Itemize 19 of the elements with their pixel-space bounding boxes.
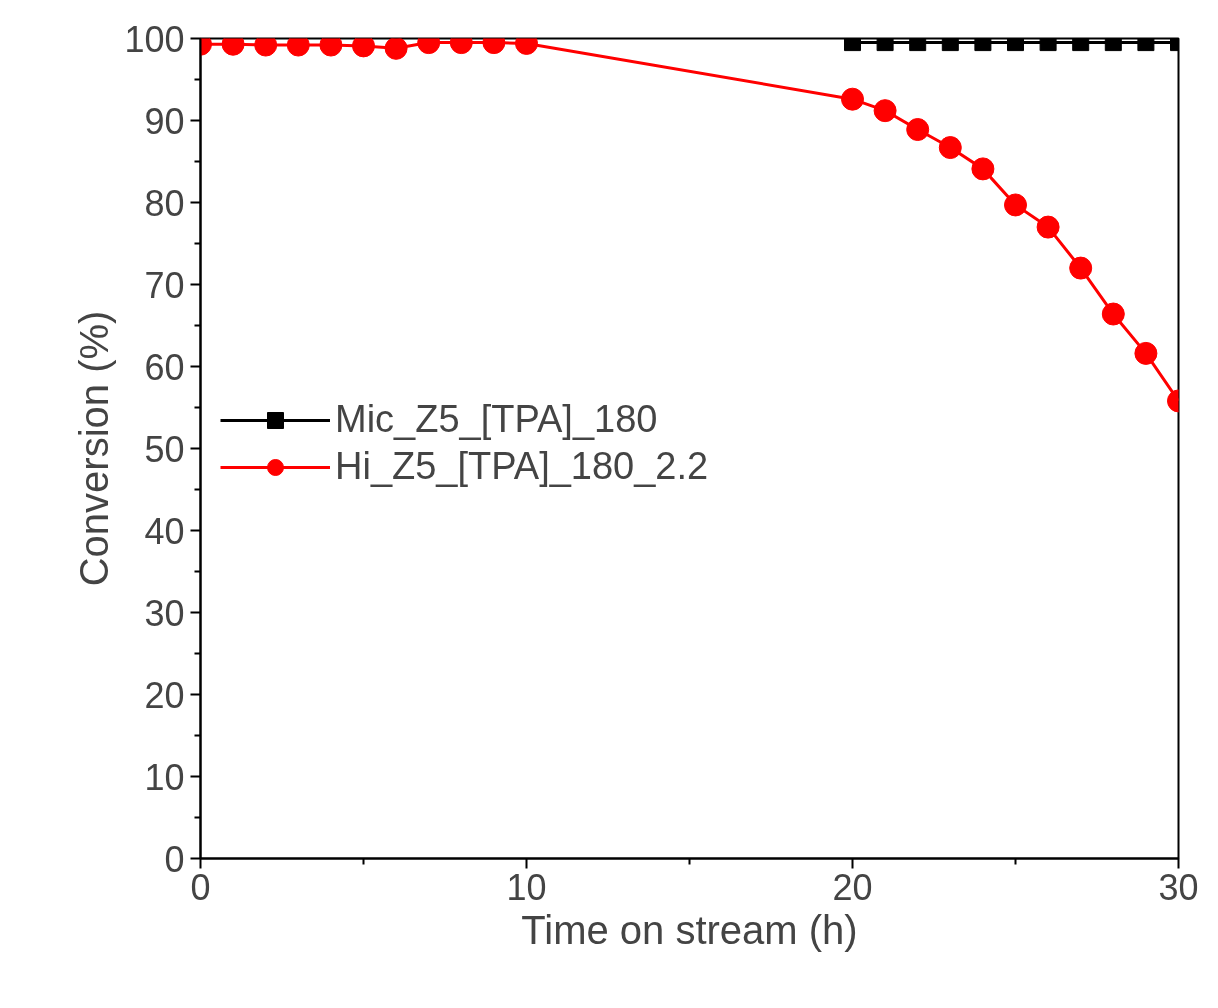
y-tick-label: 30 bbox=[144, 592, 185, 634]
y-tick-label: 80 bbox=[144, 182, 185, 224]
y-tick-label: 10 bbox=[144, 756, 185, 798]
x-tick-label: 10 bbox=[506, 866, 547, 908]
x-tick-label: 20 bbox=[832, 866, 873, 908]
legend-label: Hi_Z5_[TPA]_180_2.2 bbox=[335, 445, 709, 488]
x-tick-label: 0 bbox=[190, 866, 211, 908]
y-tick-label: 60 bbox=[144, 346, 185, 388]
y-tick-label: 0 bbox=[164, 838, 185, 880]
y-tick-label: 100 bbox=[124, 18, 185, 60]
y-axis-title: Conversion (%) bbox=[72, 310, 117, 587]
legend-label: Mic_Z5_[TPA]_180 bbox=[335, 398, 658, 441]
y-tick-label: 50 bbox=[144, 428, 185, 470]
y-tick-label: 70 bbox=[144, 264, 185, 306]
y-tick-label: 90 bbox=[144, 100, 185, 142]
x-axis-title: Time on stream (h) bbox=[521, 907, 858, 952]
x-tick-label: 30 bbox=[1158, 866, 1199, 908]
y-tick-label: 20 bbox=[144, 674, 185, 716]
y-tick-label: 40 bbox=[144, 510, 185, 552]
